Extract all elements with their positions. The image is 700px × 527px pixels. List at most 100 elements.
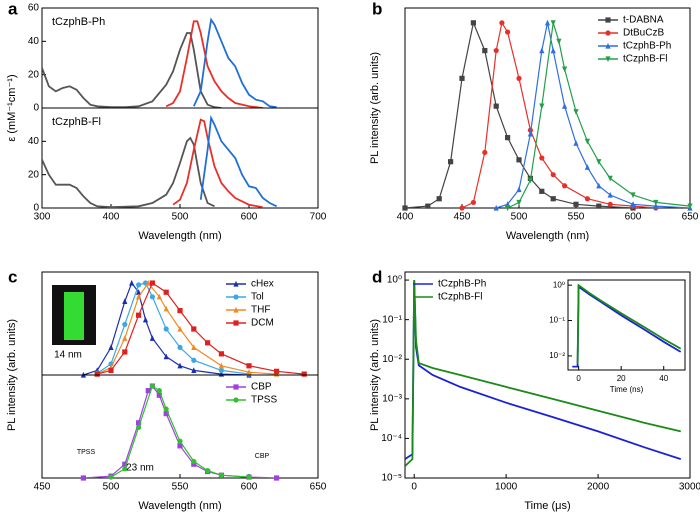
marker [607, 191, 613, 198]
x-tick-label: 650 [310, 482, 327, 493]
y-tick-label: 10⁻¹ [549, 316, 565, 325]
marker [129, 279, 135, 286]
marker [122, 298, 128, 305]
marker [402, 205, 408, 211]
marker [470, 20, 476, 26]
marker [584, 164, 590, 170]
subplot-title: tCzphB-Fl [52, 116, 101, 128]
marker [122, 461, 128, 467]
marker [145, 279, 151, 286]
marker [233, 280, 239, 287]
marker [596, 159, 602, 165]
annotation: CBP [255, 453, 270, 460]
marker [156, 392, 162, 398]
marker [301, 371, 307, 377]
x-tick-label: 450 [34, 482, 51, 493]
y-tick-label: 10⁻¹ [382, 314, 402, 325]
y-tick-label: 10⁻⁵ [381, 473, 402, 484]
x-tick-label: 450 [454, 212, 471, 223]
subplot-title: tCzphB-Ph [52, 16, 105, 28]
y-tick-label: 10⁰ [387, 275, 402, 286]
marker [459, 75, 465, 81]
marker [218, 362, 224, 369]
x-tick-label: 500 [103, 482, 120, 493]
marker [191, 326, 197, 332]
marker [218, 367, 224, 374]
marker [596, 182, 602, 189]
marker [191, 344, 197, 351]
x-tick-label: 600 [241, 482, 258, 493]
marker [136, 289, 142, 295]
legend-label: DCM [251, 318, 274, 329]
marker [218, 472, 224, 478]
marker [149, 383, 155, 389]
marker [516, 186, 522, 193]
marker [191, 367, 197, 374]
series-line [42, 32, 222, 108]
marker [493, 204, 499, 211]
marker [233, 294, 239, 300]
legend-label: tCzphB-Ph [623, 41, 671, 52]
series-line [172, 118, 263, 208]
x-tick-label: 0 [576, 374, 581, 383]
marker [482, 149, 488, 156]
marker [516, 157, 522, 163]
marker [177, 308, 183, 314]
plot-frame [567, 279, 686, 371]
marker [163, 305, 169, 312]
marker [177, 362, 183, 369]
plot-frame [404, 271, 691, 479]
y-axis-label: PL intensity (arb. units) [369, 319, 381, 431]
marker [459, 205, 465, 211]
marker [136, 293, 142, 300]
marker [142, 316, 149, 323]
marker [205, 340, 211, 346]
y-tick-label: 0 [33, 103, 39, 114]
marker [596, 203, 602, 209]
marker [550, 47, 556, 54]
series-line [507, 22, 690, 208]
marker [425, 203, 431, 209]
series-line [576, 283, 682, 364]
series-line [96, 281, 277, 375]
marker [527, 130, 533, 137]
marker [630, 192, 636, 199]
x-tick-label: 300 [34, 212, 51, 223]
annotation: 14 nm [54, 350, 82, 361]
marker [108, 474, 114, 480]
marker [136, 312, 142, 318]
legend-label: tCzphB-Fl [438, 292, 482, 303]
marker [550, 20, 556, 26]
marker [108, 367, 114, 374]
y-tick-label: 10⁻⁴ [381, 433, 402, 444]
marker [499, 20, 505, 26]
panel-label: d [372, 267, 382, 286]
marker [653, 199, 659, 206]
marker [149, 280, 155, 286]
y-tick-label: 20 [28, 69, 40, 80]
marker [149, 294, 155, 300]
marker [156, 388, 162, 394]
marker [205, 468, 211, 474]
marker [630, 201, 636, 207]
legend-label: tCzphB-Ph [438, 279, 486, 290]
marker [136, 282, 142, 288]
marker [573, 140, 579, 146]
marker [122, 335, 128, 341]
marker [156, 293, 162, 300]
marker [653, 203, 659, 209]
series-line [199, 114, 277, 208]
x-tick-label: 500 [511, 212, 528, 223]
marker [246, 369, 252, 375]
x-tick-label: 400 [103, 212, 120, 223]
marker [527, 177, 533, 184]
marker [122, 349, 128, 355]
legend-label: CBP [251, 382, 272, 393]
marker [505, 29, 511, 35]
marker [191, 458, 197, 465]
y-tick-label: 10⁻² [549, 351, 565, 360]
legend-label: Tol [251, 292, 264, 303]
series-line [405, 20, 634, 208]
legend-label: THF [251, 305, 270, 316]
marker [233, 384, 239, 390]
